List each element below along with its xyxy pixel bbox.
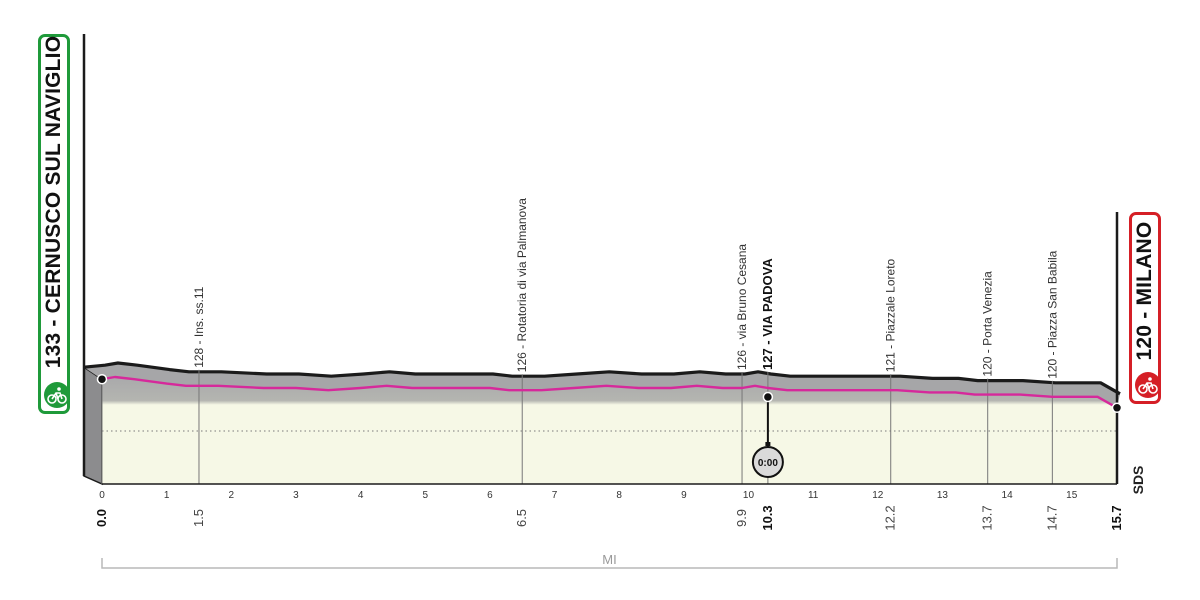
stopwatch-icon: [765, 442, 771, 446]
distance-label: 13.7: [980, 505, 995, 530]
cyclist-icon: [1135, 372, 1161, 398]
distance-label: 12.2: [883, 505, 898, 530]
road-line: [101, 375, 1118, 409]
distance-label: 0.0: [94, 509, 109, 527]
x-tick-label: 3: [293, 490, 299, 501]
x-tick-label: 6: [487, 490, 493, 501]
x-tick-label: 9: [681, 490, 687, 501]
x-tick-label: 15: [1066, 490, 1078, 501]
time-check-dot: [762, 391, 774, 403]
waypoint-label: 128 - Ins. ss.11: [192, 286, 206, 367]
profile-side-wall: [83, 365, 103, 486]
x-tick-label: 7: [552, 490, 558, 501]
x-tick-label: 5: [422, 490, 428, 501]
finish-badge: 120 - MILANO: [1129, 212, 1161, 404]
waypoint-label: 126 - Rotatoria di via Palmanova: [515, 198, 529, 372]
x-tick-label: 0: [99, 490, 105, 501]
time-check-label: 0:00: [758, 458, 778, 469]
waypoint-label: 121 - Piazzale Loreto: [884, 258, 898, 372]
waypoint-label: 127 - VIA PADOVA: [760, 258, 775, 370]
waypoint-label: 120 - Piazza San Babila: [1045, 250, 1059, 378]
x-tick-label: 12: [872, 490, 884, 501]
distance-label: 1.5: [191, 509, 206, 527]
waypoint-label: 126 - via Bruno Cesana: [735, 244, 749, 370]
x-tick-label: 8: [616, 490, 622, 501]
x-tick-label: 13: [937, 490, 949, 501]
x-tick-label: 1: [164, 490, 170, 501]
x-tick-label: 11: [808, 490, 819, 501]
start-badge: 133 - CERNUSCO SUL NAVIGLIO: [38, 34, 70, 414]
unit-label: MI: [602, 552, 616, 567]
stopwatch-icon: [751, 446, 784, 478]
x-tick-label: 10: [743, 490, 755, 501]
distance-label: 15.7: [1109, 505, 1124, 530]
x-tick-label: 14: [1002, 490, 1014, 501]
distance-label: 6.5: [514, 509, 529, 527]
waypoint-label: 120 - Porta Venezia: [981, 271, 995, 377]
distance-label: 9.9: [734, 509, 749, 527]
distance-label: 10.3: [760, 505, 775, 530]
cyclist-icon: [44, 382, 70, 408]
profile-area: [102, 377, 1117, 484]
finish-dot: [1111, 402, 1123, 414]
x-tick-label: 4: [358, 490, 364, 501]
profile-top-edge: [83, 361, 1121, 396]
sds-logo: SDS: [1130, 465, 1146, 495]
start-dot: [96, 373, 108, 385]
distance-label: 14.7: [1044, 505, 1059, 530]
x-tick-label: 2: [229, 490, 235, 501]
scale-bracket: [101, 558, 1118, 569]
